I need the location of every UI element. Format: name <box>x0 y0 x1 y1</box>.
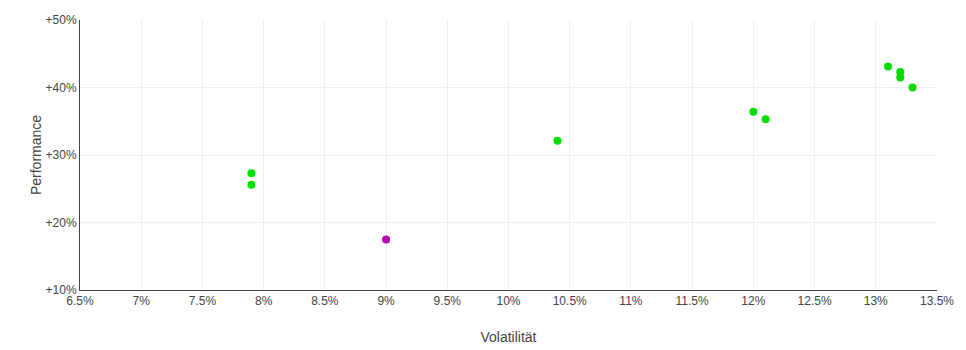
svg-text:7.5%: 7.5% <box>189 294 217 308</box>
svg-text:11%: 11% <box>619 294 642 308</box>
svg-text:12.5%: 12.5% <box>798 294 832 308</box>
svg-text:8%: 8% <box>255 294 273 308</box>
svg-text:+50%: +50% <box>46 13 77 27</box>
svg-text:13%: 13% <box>864 294 888 308</box>
svg-text:+20%: +20% <box>46 216 77 230</box>
svg-text:11.5%: 11.5% <box>676 294 709 308</box>
svg-text:+30%: +30% <box>46 148 77 162</box>
svg-text:Performance: Performance <box>28 115 44 195</box>
svg-text:10%: 10% <box>496 294 520 308</box>
svg-text:12%: 12% <box>741 294 765 308</box>
svg-text:9.5%: 9.5% <box>434 294 462 308</box>
svg-text:+40%: +40% <box>46 81 77 95</box>
svg-text:9%: 9% <box>377 294 395 308</box>
svg-text:+10%: +10% <box>46 283 77 297</box>
svg-text:6.5%: 6.5% <box>66 294 94 308</box>
svg-text:Volatilität: Volatilität <box>480 329 536 345</box>
svg-text:13.5%: 13.5% <box>920 294 954 308</box>
svg-text:8.5%: 8.5% <box>311 294 339 308</box>
svg-text:10.5%: 10.5% <box>553 294 587 308</box>
svg-text:7%: 7% <box>133 294 151 308</box>
